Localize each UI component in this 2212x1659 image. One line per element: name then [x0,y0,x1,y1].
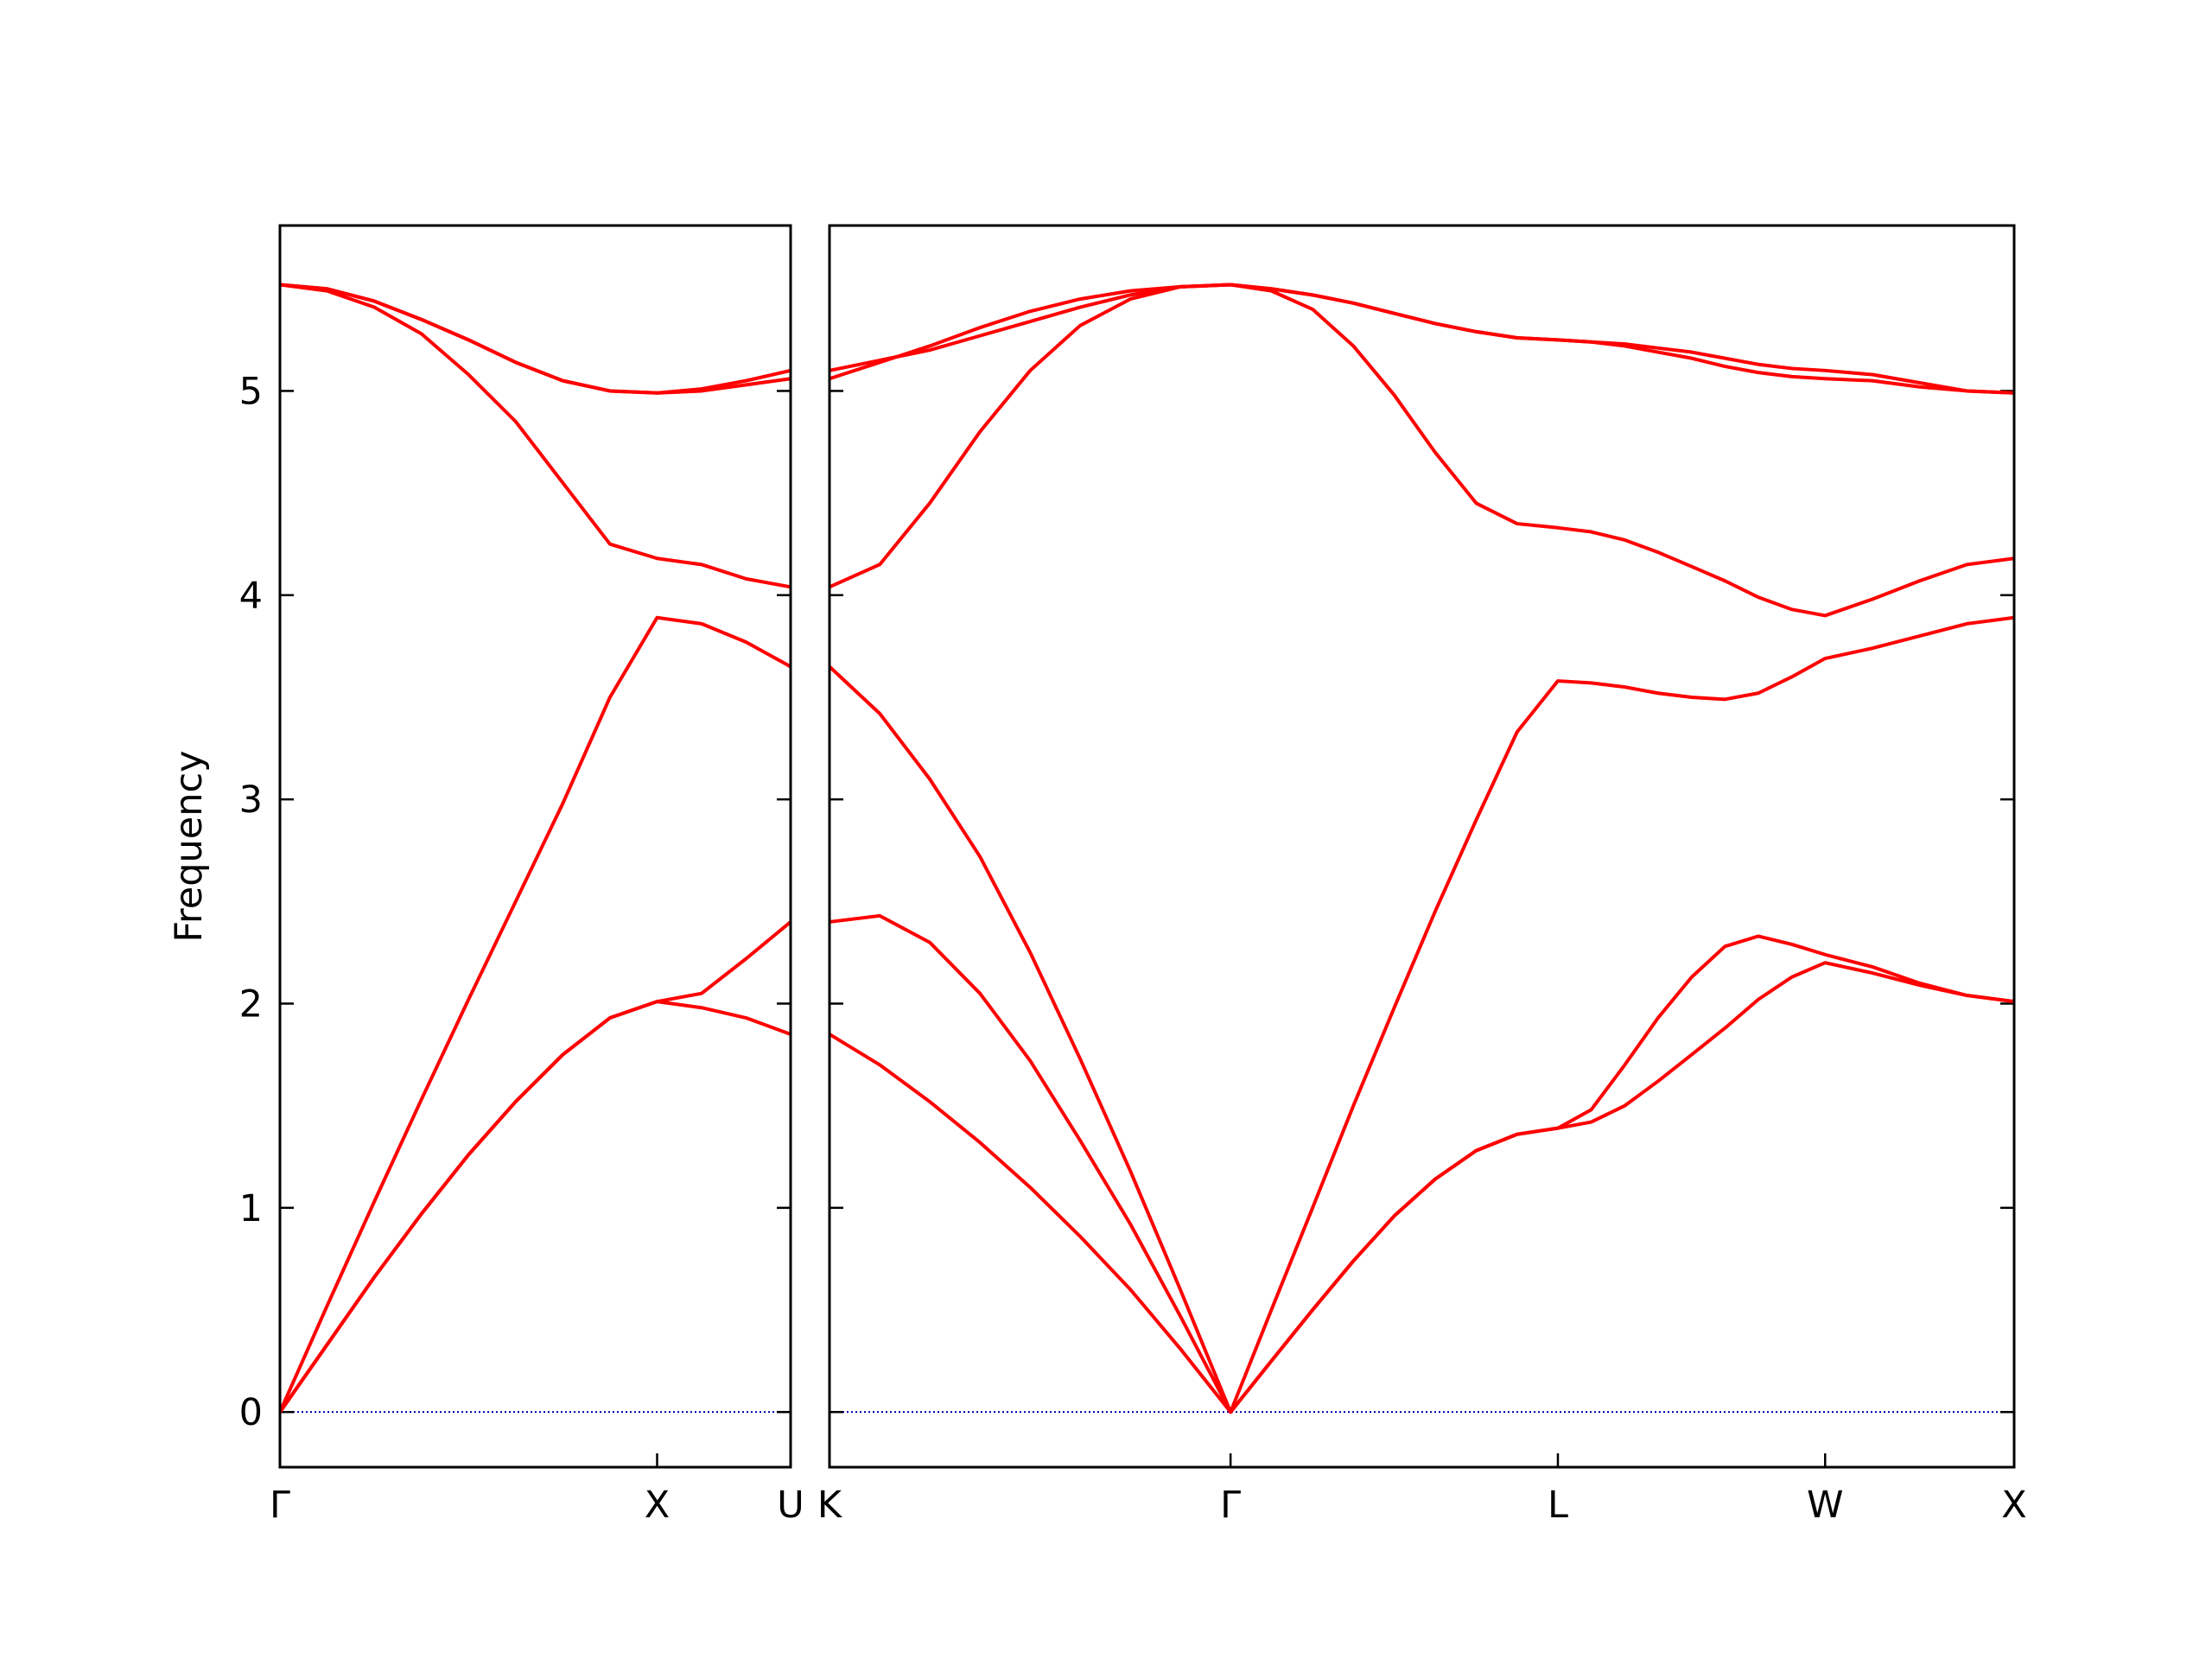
x-tick-label: U [777,1484,804,1527]
band-line [278,920,792,1414]
x-tick-label: W [1807,1484,1844,1527]
x-tick-label: K [817,1484,843,1527]
band-line [828,615,2015,1414]
x-tick-label: Γ [270,1484,290,1527]
plot-frame [278,224,792,1469]
x-tick-label: Γ [1220,1484,1241,1527]
y-tick-label: 1 [239,1187,263,1230]
y-tick-label: 3 [239,779,263,822]
y-tick-label: 4 [239,575,263,618]
y-axis-label: Frequency [168,750,211,942]
y-tick-label: 0 [239,1391,263,1434]
x-tick-label: L [1548,1484,1568,1527]
band-line [829,913,2015,1414]
band-line [829,283,2015,395]
band-line [279,283,791,395]
band-line [829,283,2015,618]
x-tick-label: X [645,1484,670,1527]
band-line [279,283,791,589]
plot-frame [828,224,2016,1469]
band-line [278,615,791,1414]
band-line [829,283,2015,395]
y-tick-label: 2 [239,982,263,1026]
band-line [278,1000,791,1414]
x-tick-label: X [2001,1484,2026,1527]
y-tick-label: 5 [239,370,263,413]
